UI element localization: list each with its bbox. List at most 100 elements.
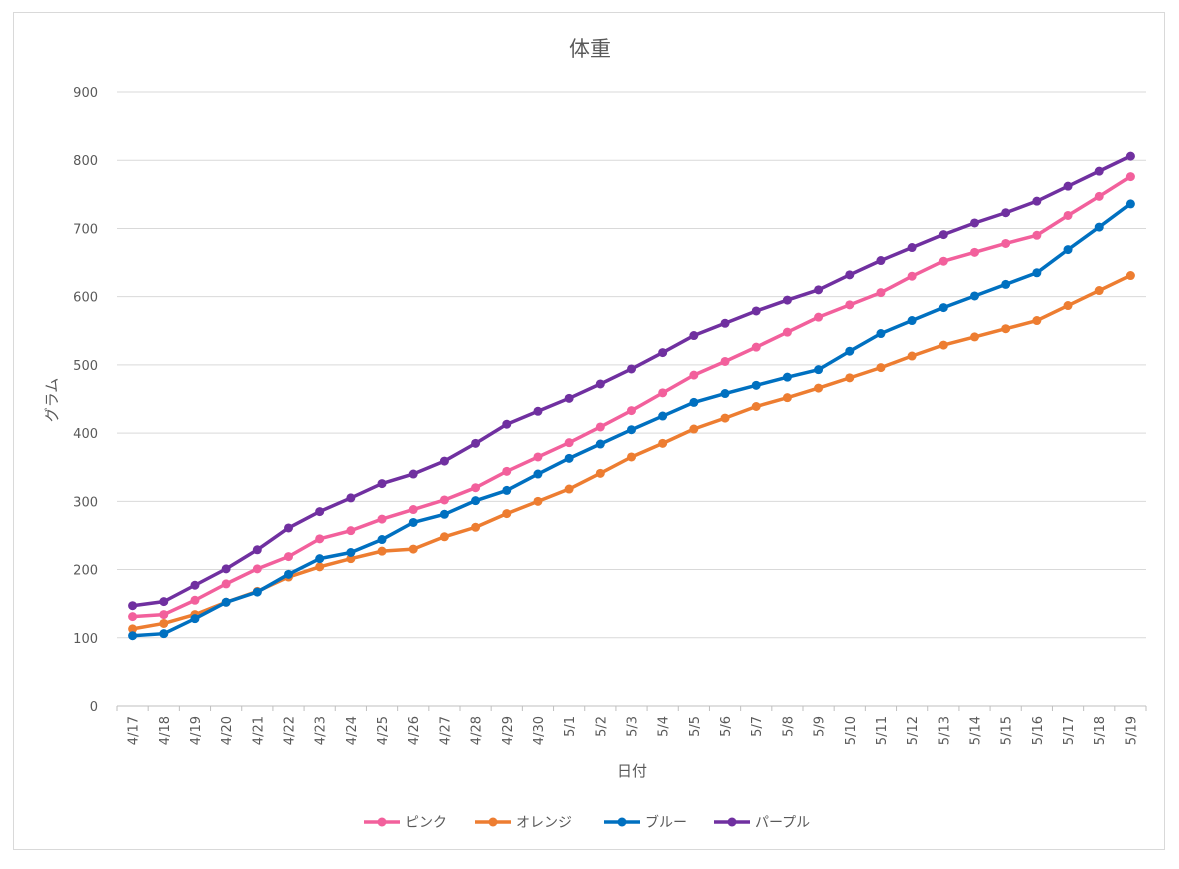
x-tick-label: 5/4 — [657, 716, 672, 737]
data-point — [876, 329, 886, 339]
legend-item: オレンジ — [475, 815, 572, 831]
y-tick-label: 800 — [73, 154, 98, 169]
data-point — [907, 351, 917, 361]
data-point — [1001, 208, 1011, 218]
data-point — [658, 348, 668, 358]
data-point — [970, 218, 979, 228]
legend-label: ブルー — [645, 814, 687, 831]
data-point — [720, 318, 730, 328]
x-tick-label: 5/8 — [781, 716, 796, 737]
data-point — [1063, 181, 1073, 191]
legend: ピンク オレンジ ブルー パープル — [364, 814, 810, 831]
data-point — [190, 614, 200, 624]
y-axis-title: グラム — [43, 378, 61, 423]
data-point — [658, 411, 668, 421]
data-point — [159, 610, 169, 620]
series-オレンジ — [128, 271, 1135, 634]
legend-marker — [727, 817, 737, 827]
data-point — [564, 453, 574, 463]
data-point — [720, 413, 730, 423]
data-point — [1063, 210, 1073, 220]
legend-item: パープル — [714, 815, 810, 831]
data-point — [751, 402, 761, 412]
data-point — [1094, 286, 1104, 296]
data-point — [751, 380, 761, 390]
data-point — [938, 340, 948, 350]
series-line — [130, 202, 1133, 638]
data-point — [845, 300, 855, 310]
legend-marker — [488, 817, 498, 827]
data-point — [595, 422, 605, 432]
y-tick-label: 0 — [90, 700, 98, 715]
data-point — [1094, 191, 1104, 201]
data-point — [782, 372, 792, 382]
data-point — [221, 564, 231, 574]
x-tick-label: 4/25 — [376, 716, 391, 745]
chart-title: 体重 — [569, 37, 611, 61]
data-point — [845, 270, 855, 280]
x-tick-label: 5/9 — [813, 716, 828, 737]
x-tick-label: 5/19 — [1124, 716, 1139, 745]
data-point — [751, 306, 761, 316]
data-point — [502, 485, 512, 495]
data-point — [159, 597, 169, 607]
series-line — [130, 174, 1133, 619]
x-tick-label: 5/12 — [906, 716, 921, 745]
series-line — [130, 154, 1133, 608]
data-point — [1032, 316, 1042, 326]
data-point — [564, 438, 574, 448]
data-point — [782, 295, 792, 305]
data-point — [689, 424, 699, 434]
data-point — [720, 389, 730, 399]
legend-label: パープル — [755, 815, 810, 831]
data-point — [1125, 172, 1135, 182]
data-point — [689, 370, 699, 380]
x-axis: 4/17 4/18 4/19 4/20 4/21 4/22 4/23 4/24 4/25 4/26… — [116, 706, 1147, 745]
y-tick-label: 400 — [73, 427, 98, 442]
y-tick-label: 100 — [73, 632, 98, 647]
data-point — [658, 438, 668, 448]
data-point — [595, 439, 605, 449]
data-point — [346, 526, 356, 536]
data-point — [439, 532, 449, 542]
data-point — [408, 505, 418, 515]
data-point — [627, 452, 636, 462]
data-point — [1125, 151, 1135, 161]
y-tick-label: 200 — [73, 564, 98, 579]
data-point — [595, 468, 605, 478]
data-point — [159, 629, 169, 639]
data-point — [627, 425, 636, 435]
data-point — [627, 406, 636, 416]
data-point — [689, 331, 699, 341]
data-point — [1125, 199, 1135, 209]
data-point — [1094, 222, 1104, 232]
data-point — [970, 332, 979, 342]
data-point — [252, 564, 262, 574]
data-point — [502, 466, 512, 476]
y-tick-label: 900 — [73, 86, 98, 101]
x-tick-label: 4/29 — [501, 716, 516, 745]
data-point — [502, 419, 512, 429]
data-point — [128, 631, 138, 641]
data-point — [533, 406, 543, 416]
data-point — [876, 256, 886, 266]
data-point — [1032, 230, 1042, 240]
x-tick-label: 4/22 — [283, 716, 298, 745]
x-tick-label: 4/27 — [438, 716, 453, 745]
y-tick-label: 500 — [73, 359, 98, 374]
x-axis-title: 日付 — [617, 762, 647, 780]
data-point — [533, 496, 543, 506]
x-tick-label: 4/20 — [220, 716, 235, 745]
x-tick-label: 4/24 — [345, 716, 360, 745]
data-point — [471, 496, 481, 506]
data-point — [782, 393, 792, 403]
x-tick-label: 4/30 — [532, 716, 547, 745]
data-point — [315, 507, 325, 517]
x-tick-label: 5/7 — [750, 716, 765, 737]
x-tick-label: 4/18 — [158, 716, 173, 745]
y-axis-tick-labels: 0 100 200 300 400 500 600 700 800 900 — [73, 86, 98, 715]
data-point — [377, 535, 387, 545]
data-point — [938, 256, 948, 266]
data-point — [408, 469, 418, 479]
